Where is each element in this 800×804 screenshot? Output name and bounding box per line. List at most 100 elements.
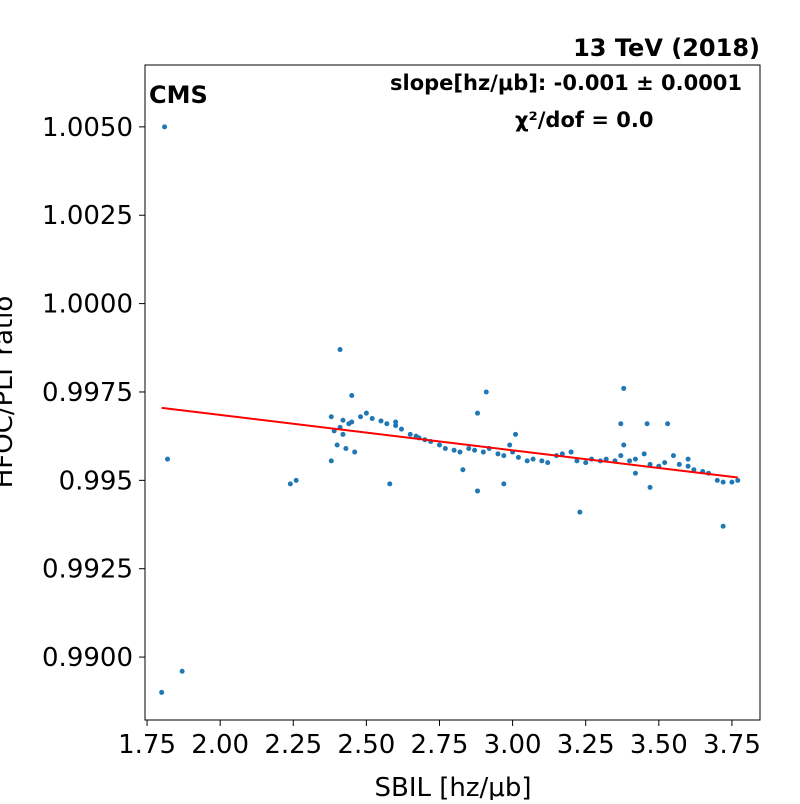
data-point <box>457 449 463 455</box>
data-point <box>539 458 545 464</box>
data-point <box>363 410 369 416</box>
x-tick-label: 3.25 <box>557 730 615 760</box>
data-point <box>165 456 171 462</box>
data-point <box>475 488 481 494</box>
data-point <box>162 124 168 130</box>
data-point <box>530 456 536 462</box>
data-point <box>729 479 735 485</box>
data-point <box>524 458 530 464</box>
data-point <box>603 456 609 462</box>
x-tick-label: 3.00 <box>484 730 542 760</box>
data-point <box>735 477 741 483</box>
data-point <box>480 449 486 455</box>
x-tick-label: 2.00 <box>191 730 249 760</box>
fit-line <box>161 406 738 479</box>
y-tick-label: 0.9900 <box>42 643 133 673</box>
data-point <box>460 467 466 473</box>
data-point <box>662 460 668 466</box>
data-point <box>618 453 624 459</box>
data-point <box>334 442 340 448</box>
y-tick-label: 1.0025 <box>42 201 133 231</box>
data-point <box>293 477 299 483</box>
data-point <box>632 470 638 476</box>
data-point <box>545 460 551 466</box>
data-point <box>507 442 513 448</box>
data-point <box>407 431 413 437</box>
data-point <box>501 481 507 487</box>
data-point <box>495 451 501 457</box>
data-point <box>559 451 565 457</box>
data-point <box>398 426 404 432</box>
y-tick-label: 1.0050 <box>42 113 133 143</box>
data-point <box>358 414 364 420</box>
data-point <box>378 418 384 424</box>
data-point <box>720 479 726 485</box>
data-point <box>720 523 726 529</box>
y-tick-label: 0.995 <box>59 466 133 496</box>
data-point <box>644 421 650 427</box>
data-point <box>352 449 358 455</box>
data-point <box>328 458 334 464</box>
data-point <box>349 393 355 399</box>
data-point <box>583 460 589 466</box>
data-point <box>466 446 472 452</box>
data-point <box>436 442 442 448</box>
x-tick-label: 2.50 <box>337 730 395 760</box>
slope-label: slope[hz/μb]: -0.001 ± 0.0001 <box>390 71 742 95</box>
chi2-label: χ²/dof = 0.0 <box>515 108 653 132</box>
data-point <box>632 456 638 462</box>
data-point <box>568 449 574 455</box>
data-point <box>676 461 682 467</box>
data-point <box>451 447 457 453</box>
data-point <box>483 389 489 395</box>
data-point <box>714 477 720 483</box>
data-point <box>328 414 334 420</box>
x-tick-label: 2.75 <box>411 730 469 760</box>
data-point <box>647 484 653 490</box>
data-point <box>343 446 349 452</box>
data-point <box>513 431 519 437</box>
data-point <box>618 421 624 427</box>
data-point <box>621 442 627 448</box>
data-point <box>627 458 633 464</box>
data-point <box>369 415 375 421</box>
y-tick-label: 1.0000 <box>42 290 133 320</box>
energy-label: 13 TeV (2018) <box>573 34 760 62</box>
plot-frame <box>144 64 761 721</box>
data-point <box>346 421 352 427</box>
x-tick-label: 3.75 <box>703 730 761 760</box>
data-point <box>475 410 481 416</box>
experiment-label: CMS <box>149 81 208 109</box>
data-point <box>670 453 676 459</box>
data-point <box>393 419 399 425</box>
y-axis-label: HFOC/PLT ratio <box>0 296 19 489</box>
data-point <box>515 454 521 460</box>
data-point <box>472 447 478 453</box>
data-point <box>340 431 346 437</box>
data-point <box>621 385 627 391</box>
data-point <box>384 421 390 427</box>
y-tick-label: 0.9975 <box>42 378 133 408</box>
data-point <box>159 689 165 695</box>
y-tick-label: 0.9925 <box>42 555 133 585</box>
data-point <box>685 463 691 469</box>
x-tick-label: 3.50 <box>630 730 688 760</box>
data-point <box>442 446 448 452</box>
x-tick-label: 2.25 <box>264 730 322 760</box>
data-point <box>665 421 671 427</box>
x-tick-label: 1.75 <box>118 730 176 760</box>
data-point <box>337 347 343 353</box>
data-point <box>647 461 653 467</box>
data-point <box>501 453 507 459</box>
x-axis-label: SBIL [hz/μb] <box>375 773 532 800</box>
data-point <box>393 423 399 429</box>
data-point <box>691 467 697 473</box>
data-point <box>685 456 691 462</box>
data-point <box>179 668 185 674</box>
data-point <box>340 417 346 423</box>
data-point <box>387 481 393 487</box>
data-point <box>574 458 580 464</box>
data-point <box>287 481 293 487</box>
data-point <box>577 509 583 515</box>
